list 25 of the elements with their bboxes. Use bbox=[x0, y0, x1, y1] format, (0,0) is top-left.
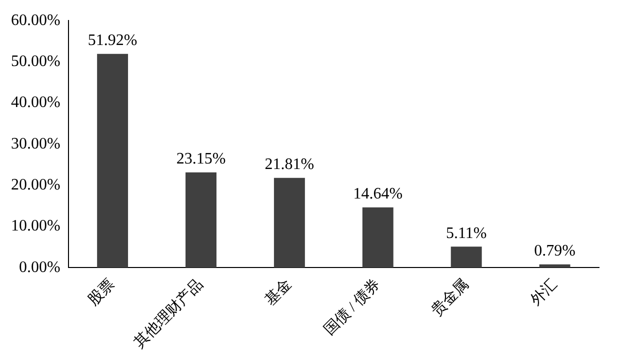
data-label: 23.15% bbox=[176, 150, 226, 168]
bar bbox=[186, 172, 216, 268]
data-label: 5.11% bbox=[446, 224, 487, 242]
y-tick-label: 60.00% bbox=[11, 12, 60, 29]
data-label: 21.81% bbox=[264, 156, 314, 174]
bar bbox=[362, 207, 394, 268]
y-tick-label: 50.00% bbox=[11, 52, 60, 70]
bar bbox=[274, 178, 305, 268]
x-tick-label: 贵金属 bbox=[428, 276, 472, 320]
x-tick-label: 外汇 bbox=[527, 276, 560, 309]
y-tick-label: 0.00% bbox=[19, 258, 60, 276]
x-tick-label: 股票 bbox=[86, 276, 118, 309]
bar bbox=[450, 246, 482, 268]
y-tick-label: 10.00% bbox=[11, 218, 60, 235]
x-tick-label: 基金 bbox=[262, 276, 296, 309]
x-tick-label: 国债 / 债券 bbox=[320, 276, 384, 338]
data-label: 51.92% bbox=[88, 32, 138, 50]
y-tick-label: 20.00% bbox=[11, 176, 60, 194]
bar bbox=[539, 264, 570, 268]
x-tick-label: 其他理财产品 bbox=[130, 276, 207, 352]
data-label: 14.64% bbox=[353, 186, 403, 203]
y-tick-label: 40.00% bbox=[11, 94, 60, 112]
bar bbox=[97, 54, 128, 268]
data-label: 0.79% bbox=[534, 242, 576, 260]
y-tick-label: 30.00% bbox=[11, 135, 60, 152]
